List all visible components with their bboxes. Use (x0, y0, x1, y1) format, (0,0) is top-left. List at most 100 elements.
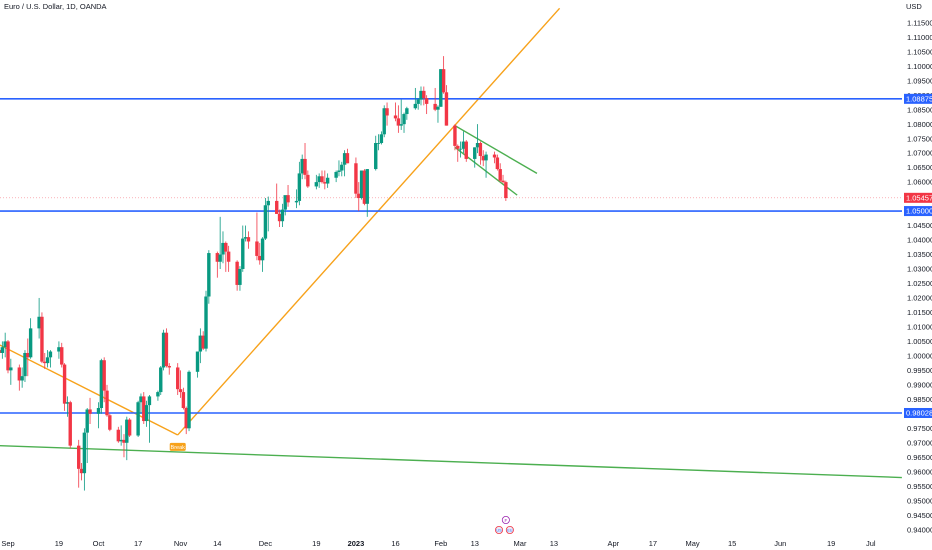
price-tick-label: 1.00500 (907, 337, 932, 346)
candle-body (125, 419, 129, 443)
price-axis[interactable]: 1.115001.110001.105001.100001.095001.090… (904, 18, 932, 534)
candle-body (3, 341, 7, 348)
events-layer: F US EU (495, 516, 514, 535)
price-tick-label: 1.02500 (907, 279, 932, 288)
candle-body (178, 389, 183, 393)
time-tick-label: Apr (608, 539, 620, 548)
candle-body (280, 209, 285, 222)
candle-body (136, 402, 140, 436)
time-tick-label: 15 (728, 539, 736, 548)
candle-body (340, 164, 344, 171)
event-marker-f[interactable] (501, 516, 510, 525)
candle-body (297, 173, 302, 201)
candle-body (306, 174, 310, 187)
candle-body (393, 115, 398, 119)
candle-body (82, 432, 87, 474)
candle-body (116, 429, 121, 442)
event-marker-us[interactable] (495, 526, 504, 535)
event-marker-eu[interactable] (505, 526, 514, 535)
candle-body (484, 154, 488, 161)
candles-layer (0, 56, 508, 491)
price-tick-label: 1.10500 (907, 47, 932, 56)
candle-body (300, 158, 304, 174)
candle-body (396, 118, 401, 126)
price-level-tag-label: 0.98028 (906, 409, 932, 418)
candle-body (405, 108, 409, 115)
time-tick-label: Jul (866, 539, 876, 548)
time-tick-label: 19 (55, 539, 63, 548)
time-tick-label: 2023 (348, 539, 365, 548)
time-tick-label: 13 (550, 539, 558, 548)
time-tick-label: Sep (1, 539, 14, 548)
candle-body (345, 153, 350, 164)
price-level-tag[interactable] (904, 407, 932, 418)
candle-body (176, 367, 180, 390)
candle-body (37, 316, 41, 329)
price-tick-label: 1.03500 (907, 250, 932, 259)
candle-body (325, 177, 330, 184)
price-tick-label: 0.94000 (907, 525, 932, 534)
price-tick-label: 1.11500 (907, 18, 932, 27)
candle-body (40, 316, 44, 362)
price-tick-label: 0.96500 (907, 453, 932, 462)
candle-body (255, 241, 259, 256)
candle-body (159, 367, 163, 393)
candle-body (241, 238, 245, 269)
candle-body (475, 142, 480, 148)
candle-body (122, 439, 126, 443)
price-tick-label: 0.99500 (907, 366, 932, 375)
candle-body (456, 145, 460, 149)
candle-body (374, 142, 378, 170)
candle-body (161, 332, 166, 368)
price-level-tag[interactable] (904, 206, 932, 217)
candle-body (399, 124, 403, 126)
price-tick-label: 1.02000 (907, 294, 932, 303)
candle-body (439, 69, 443, 107)
candle-body (96, 408, 101, 414)
trendline-4 (454, 125, 538, 175)
price-tick-label: 1.07000 (907, 149, 932, 158)
last-price-tag-label: 1.05457 (906, 193, 932, 202)
candle-body (43, 361, 47, 364)
candle-body (260, 238, 265, 261)
candle-body (283, 195, 287, 210)
candle-body (85, 409, 89, 433)
price-level-tag[interactable] (904, 93, 932, 104)
candle-body (102, 360, 106, 391)
candle-body (334, 171, 338, 178)
price-tick-label: 1.00000 (907, 351, 932, 360)
candle-body (167, 366, 171, 368)
candle-body (385, 108, 389, 116)
candle-body (294, 200, 299, 203)
candle-body (320, 176, 324, 183)
time-tick-label: 16 (391, 539, 399, 548)
candle-body (238, 268, 242, 285)
candle-body (218, 254, 222, 262)
price-level-tag-label: 1.08875 (906, 94, 932, 103)
price-tick-label: 1.06000 (907, 178, 932, 187)
candle-body (243, 237, 248, 239)
time-tick-label: May (685, 539, 699, 548)
candle-body (337, 170, 341, 172)
candle-body (187, 371, 191, 429)
time-tick-label: Nov (174, 539, 188, 548)
break-annotation-label: Break (171, 445, 186, 451)
time-axis[interactable]: Sep 19 Oct 17 Nov 14 Dec 19 2023 16 Feb 13 Mar 13 Apr 1… (1, 539, 876, 548)
candle-body (221, 242, 225, 255)
candle-body (478, 142, 483, 157)
candle-body (45, 357, 50, 364)
candle-body (201, 335, 205, 349)
event-marker-label: EU (507, 529, 513, 533)
candle-body (17, 367, 22, 381)
last-price-tag[interactable] (904, 192, 932, 203)
price-tick-label: 1.08500 (907, 105, 932, 114)
candle-body (317, 176, 321, 183)
candle-body (235, 261, 239, 285)
candle-body (20, 376, 24, 381)
event-marker-label: US (496, 529, 502, 533)
candle-body (436, 106, 440, 110)
candle-body (57, 347, 61, 352)
levels-layer (0, 98, 902, 414)
time-tick-label: Jun (774, 539, 786, 548)
